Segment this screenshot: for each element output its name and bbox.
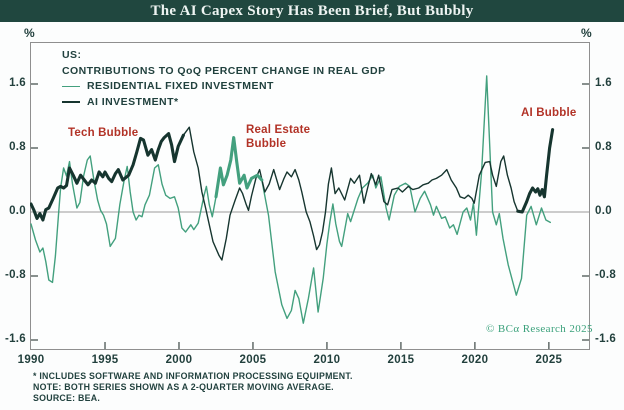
title-bar: The AI Capex Story Has Been Brief, But B… (0, 0, 624, 22)
legend-residential-label: RESIDENTIAL FIXED INVESTMENT (87, 80, 274, 92)
x-tick-label-1990: 1990 (17, 354, 45, 366)
series-bold-segment-1 (30, 132, 185, 222)
plot-area (30, 42, 590, 350)
y-tick-label-right-0.8: 0.8 (595, 141, 612, 153)
annotation-tech-bubble: Tech Bubble (68, 127, 139, 139)
ai-line-swatch-icon (62, 101, 80, 104)
annotation-ai-bubble: AI Bubble (521, 107, 577, 119)
x-tick-label-2025: 2025 (535, 354, 563, 366)
y-axis-unit-right: % (581, 26, 592, 40)
x-tick-label-2005: 2005 (239, 354, 267, 366)
footnotes: * INCLUDES SOFTWARE AND INFORMATION PROC… (33, 371, 353, 404)
y-tick-label-right--0.8: -0.8 (595, 269, 617, 281)
y-axis-unit-left: % (24, 26, 35, 40)
y-tick-label-left-0.8: 0.8 (9, 141, 26, 153)
y-tick-label-right-1.6: 1.6 (595, 77, 612, 89)
x-tick-label-1995: 1995 (91, 354, 119, 366)
legend-subtitle: CONTRIBUTIONS TO QoQ PERCENT CHANGE IN R… (62, 64, 386, 77)
legend-country: US: (62, 49, 82, 61)
residential-line-swatch-icon (62, 86, 80, 88)
series-bold-segment-0 (214, 136, 264, 199)
footnote-note: NOTE: BOTH SERIES SHOWN AS A 2-QUARTER M… (33, 382, 334, 392)
annotation-real-estate-bubble: Real Estate Bubble (246, 124, 311, 150)
plot-frame (30, 42, 590, 350)
footnote-asterisk: * INCLUDES SOFTWARE AND INFORMATION PROC… (33, 371, 353, 381)
chart-title: The AI Capex Story Has Been Brief, But B… (150, 2, 474, 19)
plot-svg (30, 42, 590, 350)
x-tick-label-2010: 2010 (313, 354, 341, 366)
copyright-notice: © BCα Research 2025 (486, 323, 593, 335)
y-tick-label-left-0.0: 0.0 (9, 205, 26, 217)
chart-legend: US: CONTRIBUTIONS TO QoQ PERCENT CHANGE … (62, 48, 386, 110)
y-tick-label-left-1.6: 1.6 (9, 77, 26, 89)
series-bold-segment-1 (516, 128, 555, 214)
legend-ai-label: AI INVESTMENT* (87, 95, 179, 108)
y-tick-label-right--1.6: -1.6 (595, 333, 617, 345)
x-tick-label-2015: 2015 (387, 354, 415, 366)
legend-item-ai: AI INVESTMENT* (62, 95, 386, 111)
x-tick-label-2020: 2020 (461, 354, 489, 366)
legend-item-residential: RESIDENTIAL FIXED INVESTMENT (62, 79, 386, 95)
y-tick-label-left--0.8: -0.8 (4, 269, 26, 281)
footnote-source: SOURCE: BEA. (33, 393, 101, 403)
y-tick-label-right-0.0: 0.0 (595, 205, 612, 217)
x-tick-label-2000: 2000 (165, 354, 193, 366)
y-tick-label-left--1.6: -1.6 (4, 333, 26, 345)
